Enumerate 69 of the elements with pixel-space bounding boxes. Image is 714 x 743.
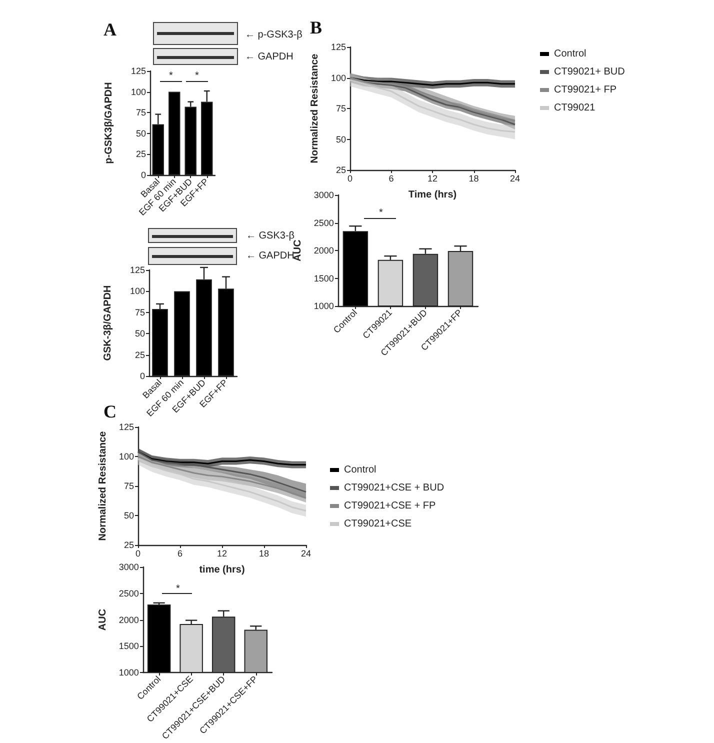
- x-tick-label: 12: [427, 174, 438, 184]
- y-tick-label: 25: [134, 350, 145, 360]
- text: C: [104, 402, 116, 422]
- y-tick-label: 2000: [118, 614, 139, 625]
- x-tick-label: 18: [468, 174, 479, 184]
- text: ← p-GSK3-β: [245, 30, 302, 40]
- x-tick-label: 12: [216, 548, 228, 558]
- x-tick-label: 18: [258, 548, 270, 558]
- annotation: *: [195, 70, 199, 82]
- legend-label: Control: [344, 464, 376, 476]
- x-axis-title: time (hrs): [199, 564, 245, 576]
- x-tick-label: 24: [510, 174, 520, 184]
- legend-label: CT99021+CSE + BUD: [344, 482, 444, 494]
- y-tick-label: 100: [118, 452, 134, 462]
- y-tick-label: 3000: [118, 562, 139, 572]
- x-tick-label: 6: [388, 174, 394, 184]
- y-axis-title: Normalized Resistance: [310, 53, 320, 164]
- legend-label: CT99021: [554, 102, 596, 114]
- legend-label: CT99021+CSE + FP: [344, 500, 436, 512]
- y-tick-label: 125: [330, 42, 346, 52]
- line-series: [137, 451, 307, 493]
- text: ← GAPDH: [246, 250, 294, 262]
- y-tick-label: 75: [336, 104, 346, 114]
- y-tick-label: 1000: [314, 301, 334, 311]
- y-tick-label: 1000: [118, 668, 139, 678]
- y-tick-label: 25: [336, 165, 346, 175]
- y-tick-label: 25: [136, 149, 146, 160]
- y-tick-label: 125: [118, 422, 134, 432]
- y-axis-title: AUC: [98, 608, 108, 631]
- annotation: *: [379, 208, 383, 218]
- y-tick-label: 75: [124, 481, 134, 491]
- y-tick-label: 3000: [314, 190, 334, 200]
- y-tick-label: 50: [134, 328, 145, 339]
- y-tick-label: 2500: [314, 218, 334, 228]
- y-tick-label: 25: [124, 540, 134, 550]
- legend-label: CT99021+ BUD: [554, 66, 625, 78]
- legend-label: CT99021+CSE: [344, 518, 412, 530]
- y-tick-label: 125: [130, 265, 145, 275]
- x-tick-label: 24: [300, 548, 312, 558]
- y-tick-label: 2500: [118, 588, 139, 598]
- text: A: [104, 20, 116, 40]
- y-tick-label: 50: [124, 510, 134, 520]
- x-tick-label: 0: [347, 174, 353, 184]
- y-tick-label: 100: [330, 72, 346, 83]
- annotation: *: [176, 584, 180, 594]
- y-tick-label: 100: [130, 286, 145, 296]
- x-axis-title: Time (hrs): [408, 190, 457, 200]
- x-tick-label: 6: [177, 548, 183, 558]
- y-tick-label: 1500: [118, 641, 139, 652]
- line-series: [137, 458, 307, 512]
- y-axis-title: AUC: [292, 240, 304, 262]
- y-tick-label: 2000: [314, 246, 334, 256]
- y-tick-label: 75: [134, 307, 145, 318]
- y-axis-title: GSK-3β/GAPDH: [102, 285, 114, 361]
- y-tick-label: 125: [130, 66, 146, 76]
- annotation: *: [169, 70, 173, 82]
- text: ← GAPDH: [245, 52, 294, 62]
- legend-label: Control: [554, 48, 586, 60]
- y-tick-label: 50: [136, 128, 146, 138]
- line-series: [349, 77, 516, 86]
- y-tick-label: 1500: [314, 273, 334, 284]
- y-tick-label: 75: [136, 108, 146, 118]
- y-axis-title: Normalized Resistance: [98, 430, 108, 541]
- legend-label: CT99021+ FP: [554, 84, 617, 96]
- text: ← GSK3-β: [246, 230, 295, 242]
- text: B: [310, 18, 322, 38]
- y-axis-title: p-GSK3β/GAPDH: [104, 82, 114, 164]
- y-tick-label: 100: [130, 86, 146, 97]
- y-tick-label: 50: [336, 134, 346, 144]
